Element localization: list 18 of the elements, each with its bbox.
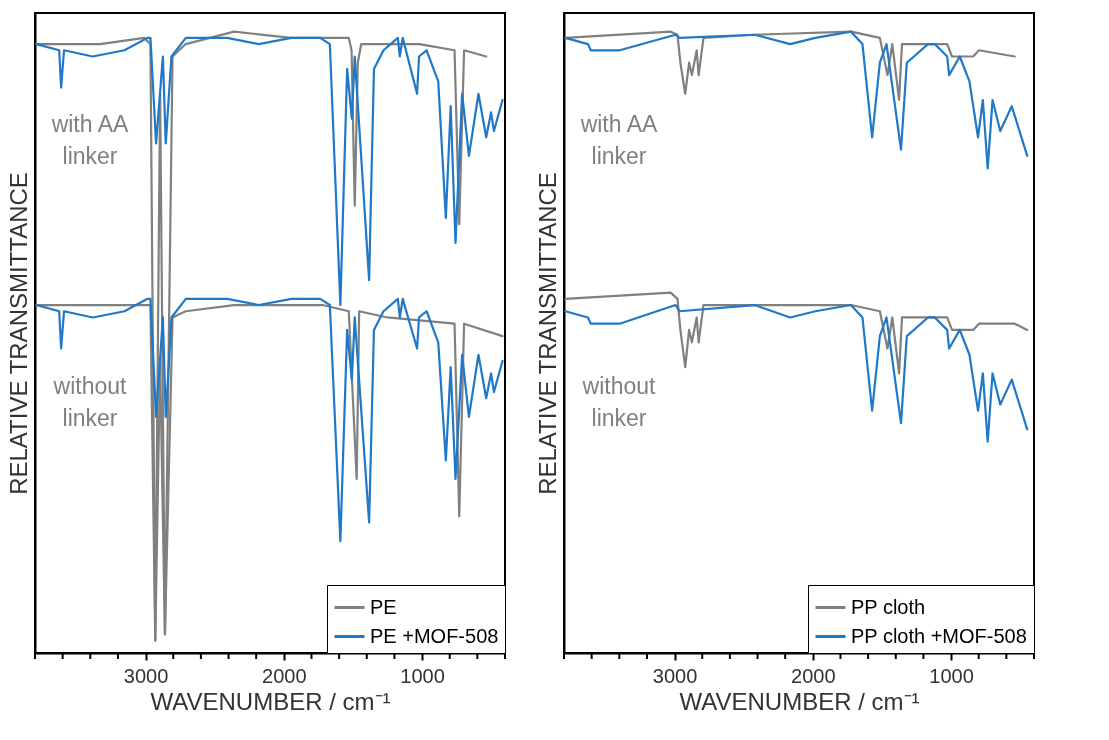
x-tick-label: 2000 — [791, 664, 836, 687]
x-tick-label: 1000 — [929, 664, 974, 687]
x-tick-label: 2000 — [262, 664, 307, 687]
legend-label: PE — [370, 595, 397, 618]
y-axis-title: RELATIVE TRANSMITTANCE — [4, 172, 32, 495]
annotation: with AA linker — [50, 111, 129, 169]
annotation: with AA linker — [579, 111, 658, 169]
x-axis-title: WAVENUMBER / cm⁻¹ — [150, 687, 391, 715]
y-axis-title: RELATIVE TRANSMITTANCE — [533, 172, 561, 495]
legend-label: PE +MOF-508 — [370, 624, 499, 647]
x-tick-label: 3000 — [123, 664, 169, 687]
x-tick-label: 1000 — [400, 664, 445, 687]
x-tick-label: 3000 — [652, 664, 698, 687]
legend-label: PP cloth +MOF-508 — [851, 624, 1027, 647]
annotation: without linker — [52, 373, 128, 431]
annotation: without linker — [581, 373, 657, 431]
legend-label: PP cloth — [851, 595, 926, 618]
x-axis-title: WAVENUMBER / cm⁻¹ — [679, 687, 920, 715]
